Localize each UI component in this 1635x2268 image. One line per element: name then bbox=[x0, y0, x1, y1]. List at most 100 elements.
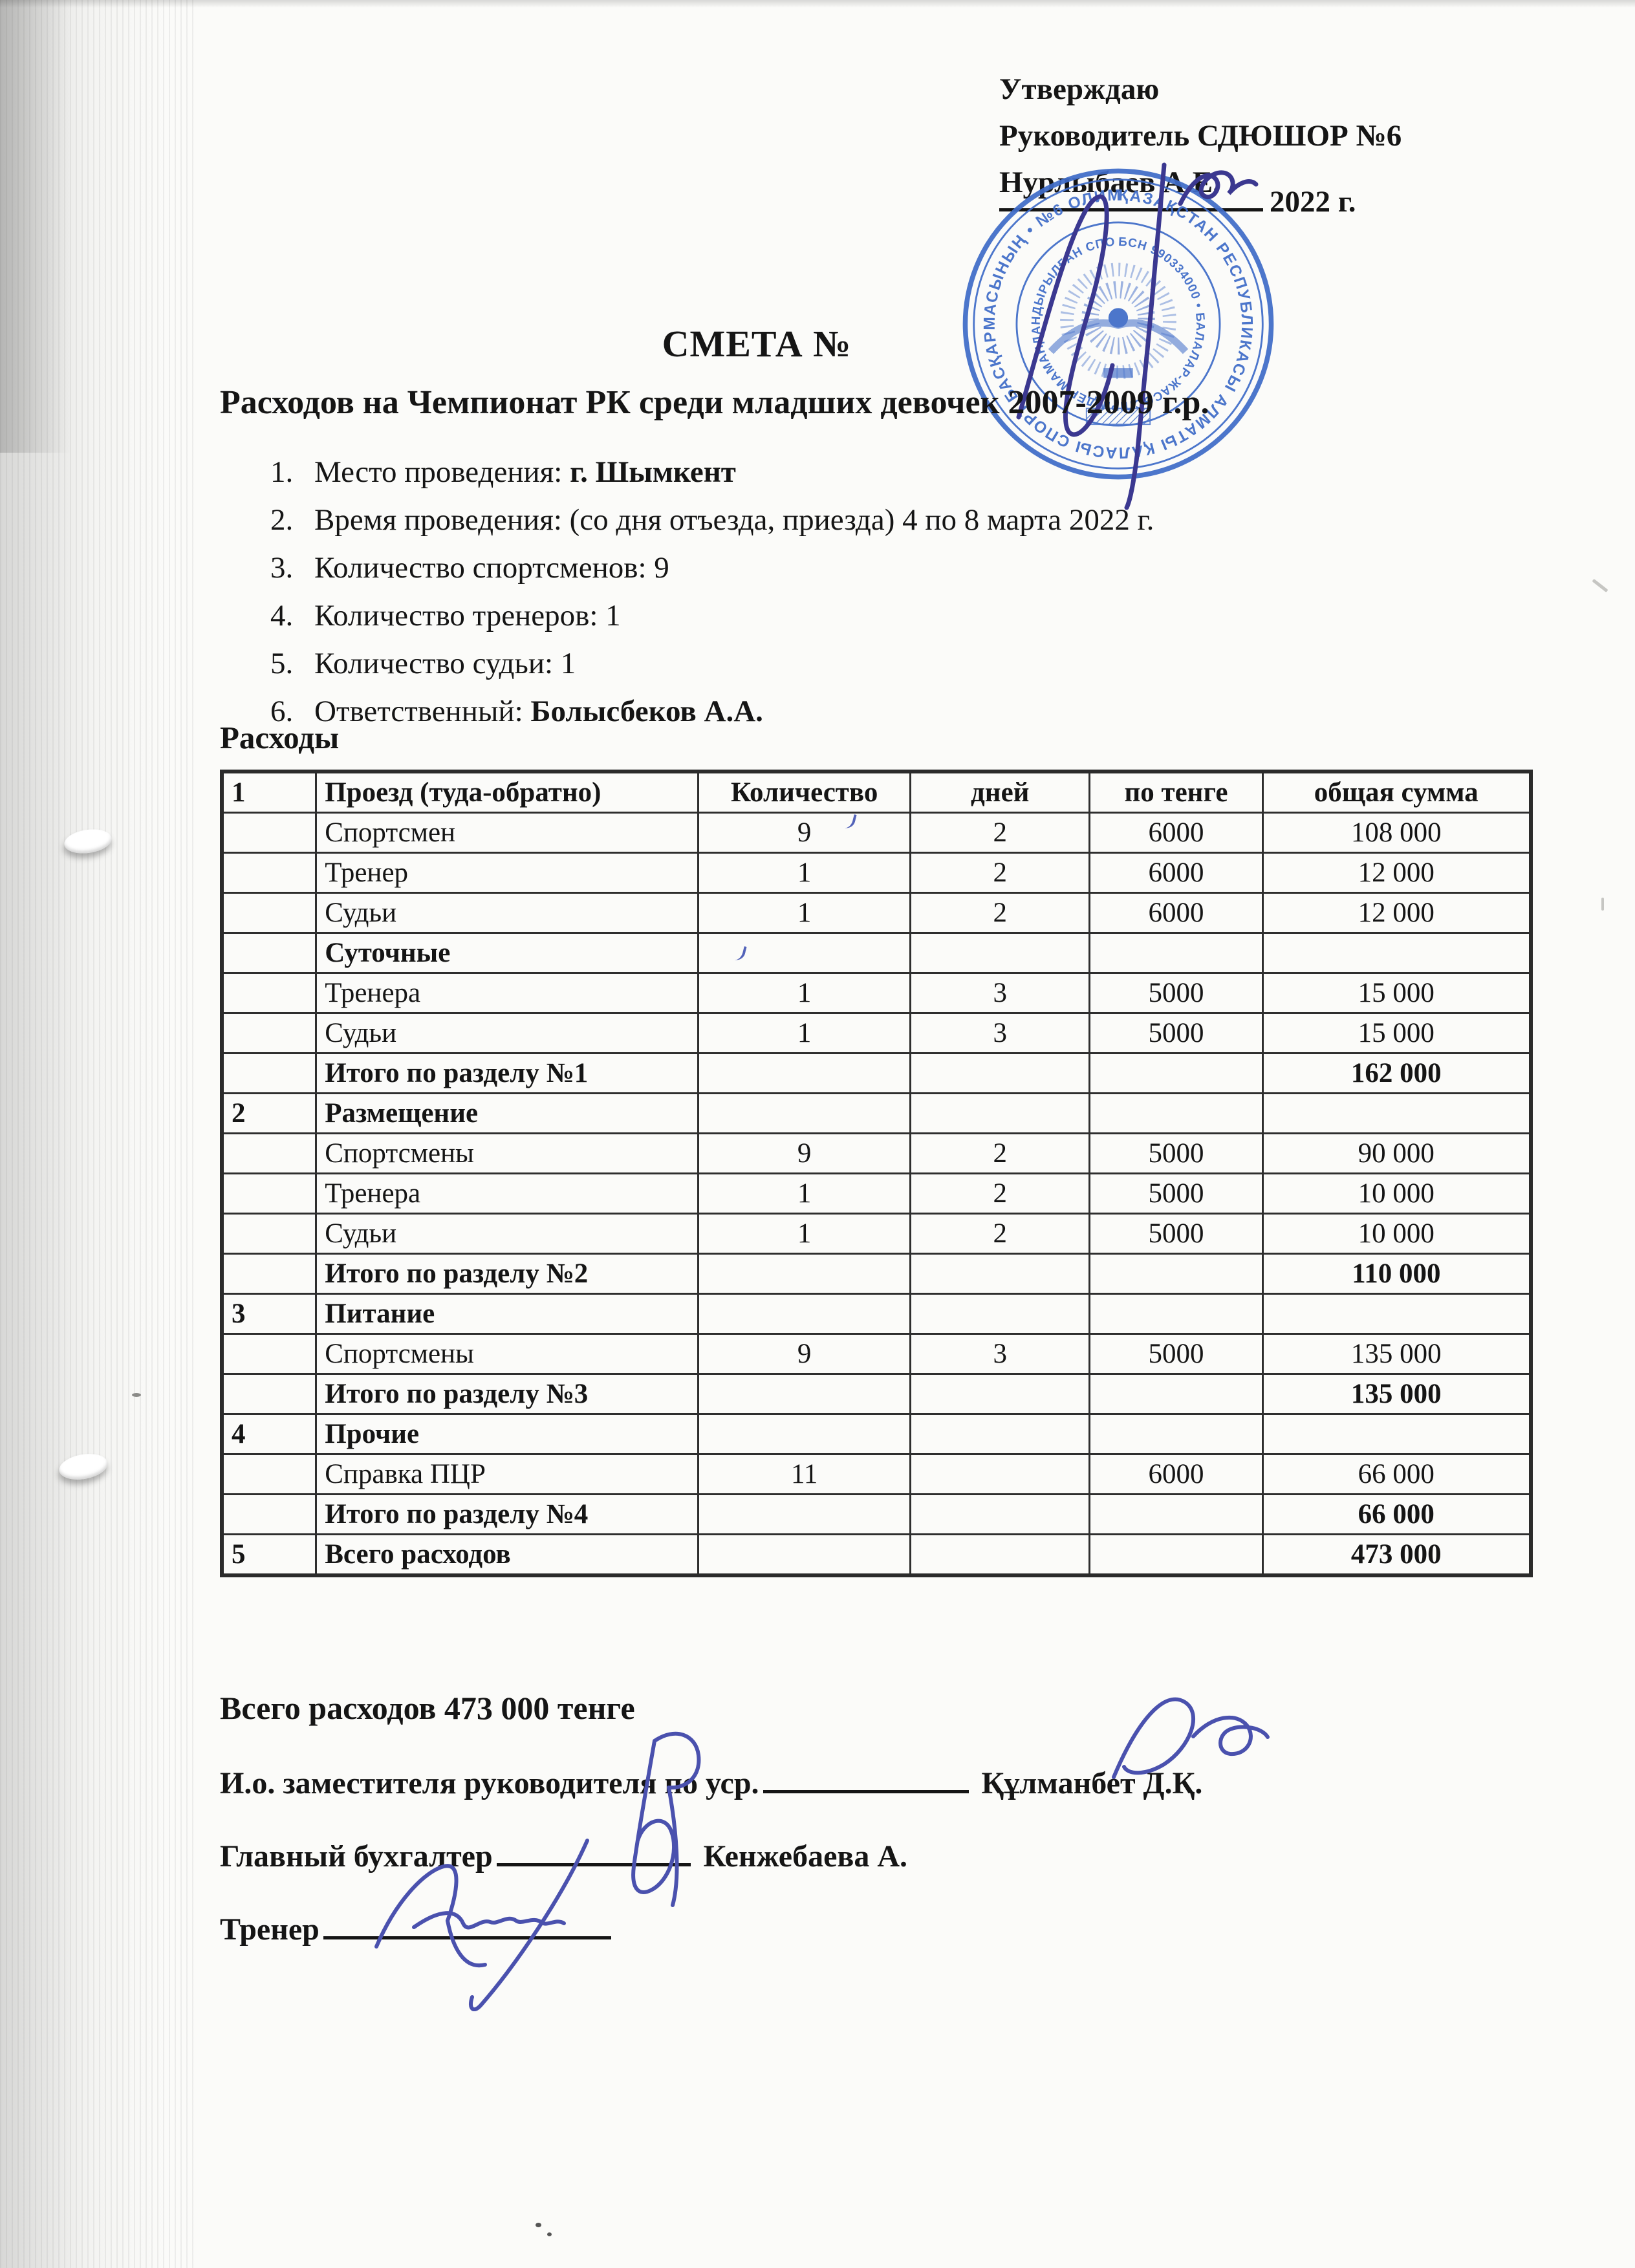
table-cell: 10 000 bbox=[1261, 1172, 1532, 1215]
table-row: Итого по разделу №1 162 000 bbox=[221, 1052, 1532, 1094]
signature-line: И.о. заместителя руководителя по уср. Құл… bbox=[220, 1756, 1202, 1830]
table-cell bbox=[1088, 932, 1264, 974]
table-cell bbox=[1088, 1092, 1264, 1134]
table-cell bbox=[221, 1373, 318, 1415]
table-cell bbox=[1088, 1373, 1264, 1415]
table-row: Спортсмен 9 2 6000 108 000 bbox=[221, 812, 1532, 854]
table-cell: 9 bbox=[697, 1333, 912, 1375]
table-cell: Судьи bbox=[315, 1012, 700, 1054]
punch-hole bbox=[57, 1450, 110, 1484]
table-cell: 1 bbox=[697, 1213, 912, 1255]
table-cell: 66 000 bbox=[1261, 1493, 1532, 1535]
table-cell bbox=[221, 1052, 318, 1094]
detail-number: 1. bbox=[270, 455, 294, 489]
table-cell: 66 000 bbox=[1261, 1453, 1532, 1495]
table-cell: 110 000 bbox=[1261, 1253, 1532, 1295]
table-cell bbox=[909, 1092, 1091, 1134]
table-cell: 5000 bbox=[1088, 1172, 1264, 1215]
table-cell: 1 bbox=[697, 1172, 912, 1215]
table-cell bbox=[909, 932, 1091, 974]
table-cell: Итого по разделу №1 bbox=[315, 1052, 700, 1094]
signature-underline bbox=[323, 1903, 611, 1939]
punch-hole bbox=[62, 826, 114, 856]
table-cell bbox=[1261, 932, 1532, 974]
table-row: Спортсмены 9 3 5000 135 000 bbox=[221, 1333, 1532, 1375]
table-cell: Суточные bbox=[315, 932, 700, 974]
table-cell bbox=[697, 1533, 912, 1577]
approval-line: Руководитель СДЮШОР №6 bbox=[999, 119, 1402, 153]
table-cell bbox=[221, 1453, 318, 1495]
table-cell bbox=[909, 1453, 1091, 1495]
table-cell: Итого по разделу №2 bbox=[315, 1253, 700, 1295]
table-cell bbox=[697, 1092, 912, 1134]
table-cell: 3 bbox=[909, 1333, 1091, 1375]
table-cell: 473 000 bbox=[1261, 1533, 1532, 1577]
table-cell: 135 000 bbox=[1261, 1333, 1532, 1375]
page-subtitle: Расходов на Чемпионат РК среди младших д… bbox=[220, 384, 1209, 421]
detail-item: 3. Количество спортсменов: 9 bbox=[270, 550, 1154, 598]
detail-text: Количество спортсменов: 9 bbox=[314, 551, 669, 585]
table-cell bbox=[221, 1132, 318, 1174]
table-row: Тренер 1 2 6000 12 000 bbox=[221, 852, 1532, 894]
signature-line: Главный бухгалтер Кенжебаева А. bbox=[220, 1830, 1202, 1903]
scan-mark bbox=[1592, 578, 1608, 593]
detail-number: 6. bbox=[270, 695, 294, 728]
table-cell bbox=[697, 1413, 912, 1455]
table-cell: 5000 bbox=[1088, 1132, 1264, 1174]
detail-text: Время проведения: (со дня отъезда, приез… bbox=[314, 503, 1154, 537]
table-cell bbox=[1088, 1253, 1264, 1295]
table-cell: 135 000 bbox=[1261, 1373, 1532, 1415]
detail-text: Количество судьи: 1 bbox=[314, 647, 576, 680]
table-cell: 12 000 bbox=[1261, 852, 1532, 894]
table-cell: Размещение bbox=[315, 1092, 700, 1134]
table-cell bbox=[697, 1293, 912, 1335]
detail-item: 4. Количество тренеров: 1 bbox=[270, 598, 1154, 646]
approval-date-line: 2022 г. bbox=[999, 173, 1356, 219]
table-cell bbox=[909, 1253, 1091, 1295]
table-cell bbox=[221, 932, 318, 974]
expenses-table-body: 1 Проезд (туда-обратно) Количество дней по т… bbox=[221, 770, 1532, 1577]
table-cell bbox=[221, 892, 318, 934]
table-row: Суточные bbox=[221, 932, 1532, 974]
table-cell bbox=[1261, 1092, 1532, 1134]
table-cell: Итого по разделу №4 bbox=[315, 1493, 700, 1535]
table-cell: 2 bbox=[909, 1132, 1091, 1174]
table-row: 3 Питание bbox=[221, 1293, 1532, 1335]
table-cell: 2 bbox=[909, 1213, 1091, 1255]
table-cell bbox=[1088, 1533, 1264, 1577]
table-cell: 5 bbox=[221, 1533, 318, 1577]
table-cell: по тенге bbox=[1088, 770, 1264, 814]
table-cell: Тренера bbox=[315, 972, 700, 1014]
detail-number: 2. bbox=[270, 503, 294, 537]
table-cell: 4 bbox=[221, 1413, 318, 1455]
ink-speck bbox=[547, 2232, 552, 2236]
table-cell: Питание bbox=[315, 1293, 700, 1335]
table-cell: 2 bbox=[909, 892, 1091, 934]
table-cell bbox=[221, 1333, 318, 1375]
table-cell: Прочие bbox=[315, 1413, 700, 1455]
table-cell: Всего расходов bbox=[315, 1533, 700, 1577]
expenses-heading: Расходы bbox=[220, 720, 340, 755]
table-cell: Справка ПЦР bbox=[315, 1453, 700, 1495]
table-cell bbox=[697, 932, 912, 974]
table-row: Итого по разделу №2 110 000 bbox=[221, 1253, 1532, 1295]
table-row: Справка ПЦР 11 6000 66 000 bbox=[221, 1453, 1532, 1495]
table-cell bbox=[1261, 1293, 1532, 1335]
table-cell: 10 000 bbox=[1261, 1213, 1532, 1255]
table-row: Тренера 1 3 5000 15 000 bbox=[221, 972, 1532, 1014]
table-row: Судьи 1 3 5000 15 000 bbox=[221, 1012, 1532, 1054]
table-cell: Судьи bbox=[315, 892, 700, 934]
table-row: Судьи 1 2 5000 10 000 bbox=[221, 1213, 1532, 1255]
table-cell: 1 bbox=[697, 892, 912, 934]
signature-name: Құлманбет Д.Қ. bbox=[981, 1766, 1203, 1800]
total-line: Всего расходов 473 000 тенге bbox=[220, 1690, 635, 1726]
detail-item: 5. Количество судьи: 1 bbox=[270, 646, 1154, 694]
ink-speck bbox=[536, 2223, 541, 2227]
table-row: 4 Прочие bbox=[221, 1413, 1532, 1455]
table-cell: 15 000 bbox=[1261, 1012, 1532, 1054]
table-cell: 15 000 bbox=[1261, 972, 1532, 1014]
signature-label: Тренер bbox=[220, 1912, 319, 1947]
table-row: Итого по разделу №3 135 000 bbox=[221, 1373, 1532, 1415]
table-row: 1 Проезд (туда-обратно) Количество дней по т… bbox=[221, 770, 1532, 814]
